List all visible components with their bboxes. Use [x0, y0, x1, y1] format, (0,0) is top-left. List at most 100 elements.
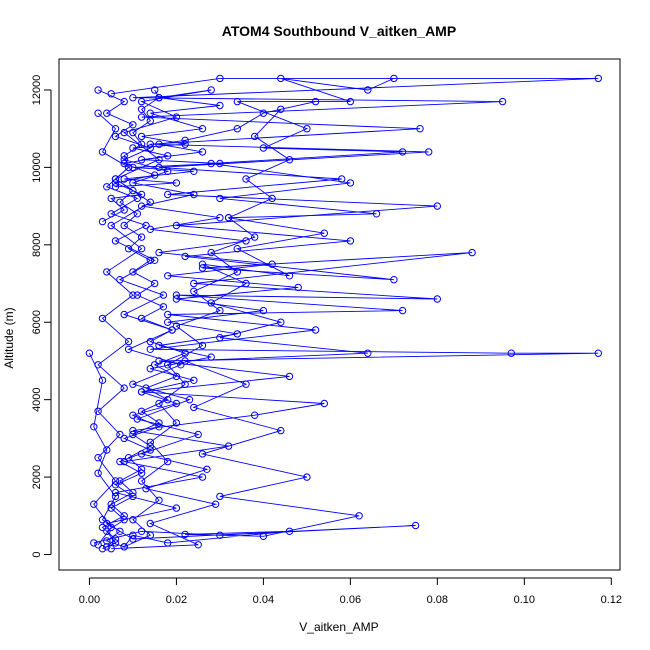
series-line-4 [97, 112, 218, 550]
data-point [164, 539, 172, 547]
data-point [94, 454, 102, 462]
data-point [137, 105, 146, 114]
y-tick-label: 6000 [31, 310, 43, 334]
data-point [390, 74, 398, 83]
data-point [98, 545, 107, 553]
data-point [111, 179, 120, 187]
data-point [116, 198, 124, 206]
data-point [155, 419, 163, 427]
data-point [259, 306, 268, 315]
data-point [120, 384, 128, 392]
data-point [111, 183, 120, 191]
x-tick-label: 0.08 [427, 594, 448, 606]
data-point [364, 86, 372, 94]
data-point [111, 237, 120, 245]
data-point [285, 527, 294, 535]
data-point [181, 530, 189, 539]
data-point [137, 314, 146, 323]
y-axis: 0 2000 4000 6000 8000 10000 12000 [31, 75, 52, 558]
data-point [90, 539, 98, 547]
data-point [120, 310, 128, 319]
data-point [116, 276, 124, 284]
chart-title: ATOM4 Southbound V_aitken_AMP [222, 23, 456, 39]
data-point [137, 407, 146, 415]
data-point [107, 523, 115, 532]
data-point [111, 477, 120, 485]
data-point [198, 260, 207, 268]
data-point [120, 434, 128, 443]
data-point [155, 163, 163, 172]
data-point [372, 210, 381, 218]
y-tick-label: 12000 [31, 75, 43, 106]
data-point [107, 221, 115, 230]
data-point [251, 132, 259, 141]
data-point [181, 380, 189, 388]
data-point [146, 519, 155, 528]
y-tick-label: 4000 [31, 387, 43, 411]
data-point [194, 541, 202, 549]
data-point [164, 361, 172, 369]
data-point [398, 148, 407, 156]
data-point [120, 516, 128, 524]
data-point [146, 531, 155, 539]
data-point [224, 214, 233, 222]
data-point [107, 545, 115, 553]
x-tick-label: 0.12 [601, 594, 622, 606]
data-point [133, 291, 142, 299]
data-point [137, 465, 146, 473]
data-point [94, 109, 102, 117]
data-point [129, 186, 137, 195]
data-point [103, 543, 111, 551]
data-point [103, 446, 111, 454]
x-axis-label: V_aitken_AMP [299, 620, 378, 634]
data-point [233, 125, 242, 133]
y-tick-label: 0 [31, 551, 43, 557]
data-point [129, 411, 137, 419]
data-point [124, 163, 133, 172]
data-point [198, 341, 207, 350]
data-point [94, 469, 102, 477]
data-point [468, 248, 476, 257]
data-point [346, 179, 355, 187]
data-point [146, 337, 155, 346]
data-point [124, 337, 133, 346]
data-point [137, 233, 146, 241]
data-point [168, 326, 176, 334]
data-point [164, 457, 172, 466]
data-point [90, 423, 98, 431]
data-point [277, 105, 285, 114]
data-point [172, 221, 181, 230]
y-axis-label: Altitude (m) [2, 307, 16, 368]
series-line-7 [115, 101, 316, 548]
data-point [207, 299, 215, 307]
data-point [137, 527, 146, 535]
data-point [146, 256, 155, 264]
data-point [172, 504, 181, 512]
y-tick-label: 10000 [31, 152, 43, 183]
data-point [216, 159, 224, 168]
data-point [98, 314, 107, 323]
data-point [164, 190, 172, 199]
data-point [103, 519, 111, 528]
data-point [129, 516, 137, 524]
data-point [194, 430, 202, 439]
data-point [216, 306, 224, 315]
data-point [185, 396, 194, 404]
data-point [346, 237, 355, 245]
data-point [411, 521, 420, 530]
data-point [277, 426, 285, 435]
data-point [111, 175, 120, 183]
data-point [181, 252, 189, 261]
data-point [594, 74, 602, 83]
data-point [224, 442, 233, 450]
data-point [216, 101, 224, 110]
data-point [498, 97, 507, 106]
data-point [146, 365, 155, 373]
data-point [338, 175, 346, 183]
x-axis: 0.00 0.02 0.04 0.06 0.08 0.10 0.12 [79, 577, 622, 606]
data-point [103, 109, 111, 117]
data-point [103, 183, 111, 191]
data-point [107, 90, 115, 98]
data-point [103, 268, 111, 276]
y-tick-label: 2000 [31, 465, 43, 489]
